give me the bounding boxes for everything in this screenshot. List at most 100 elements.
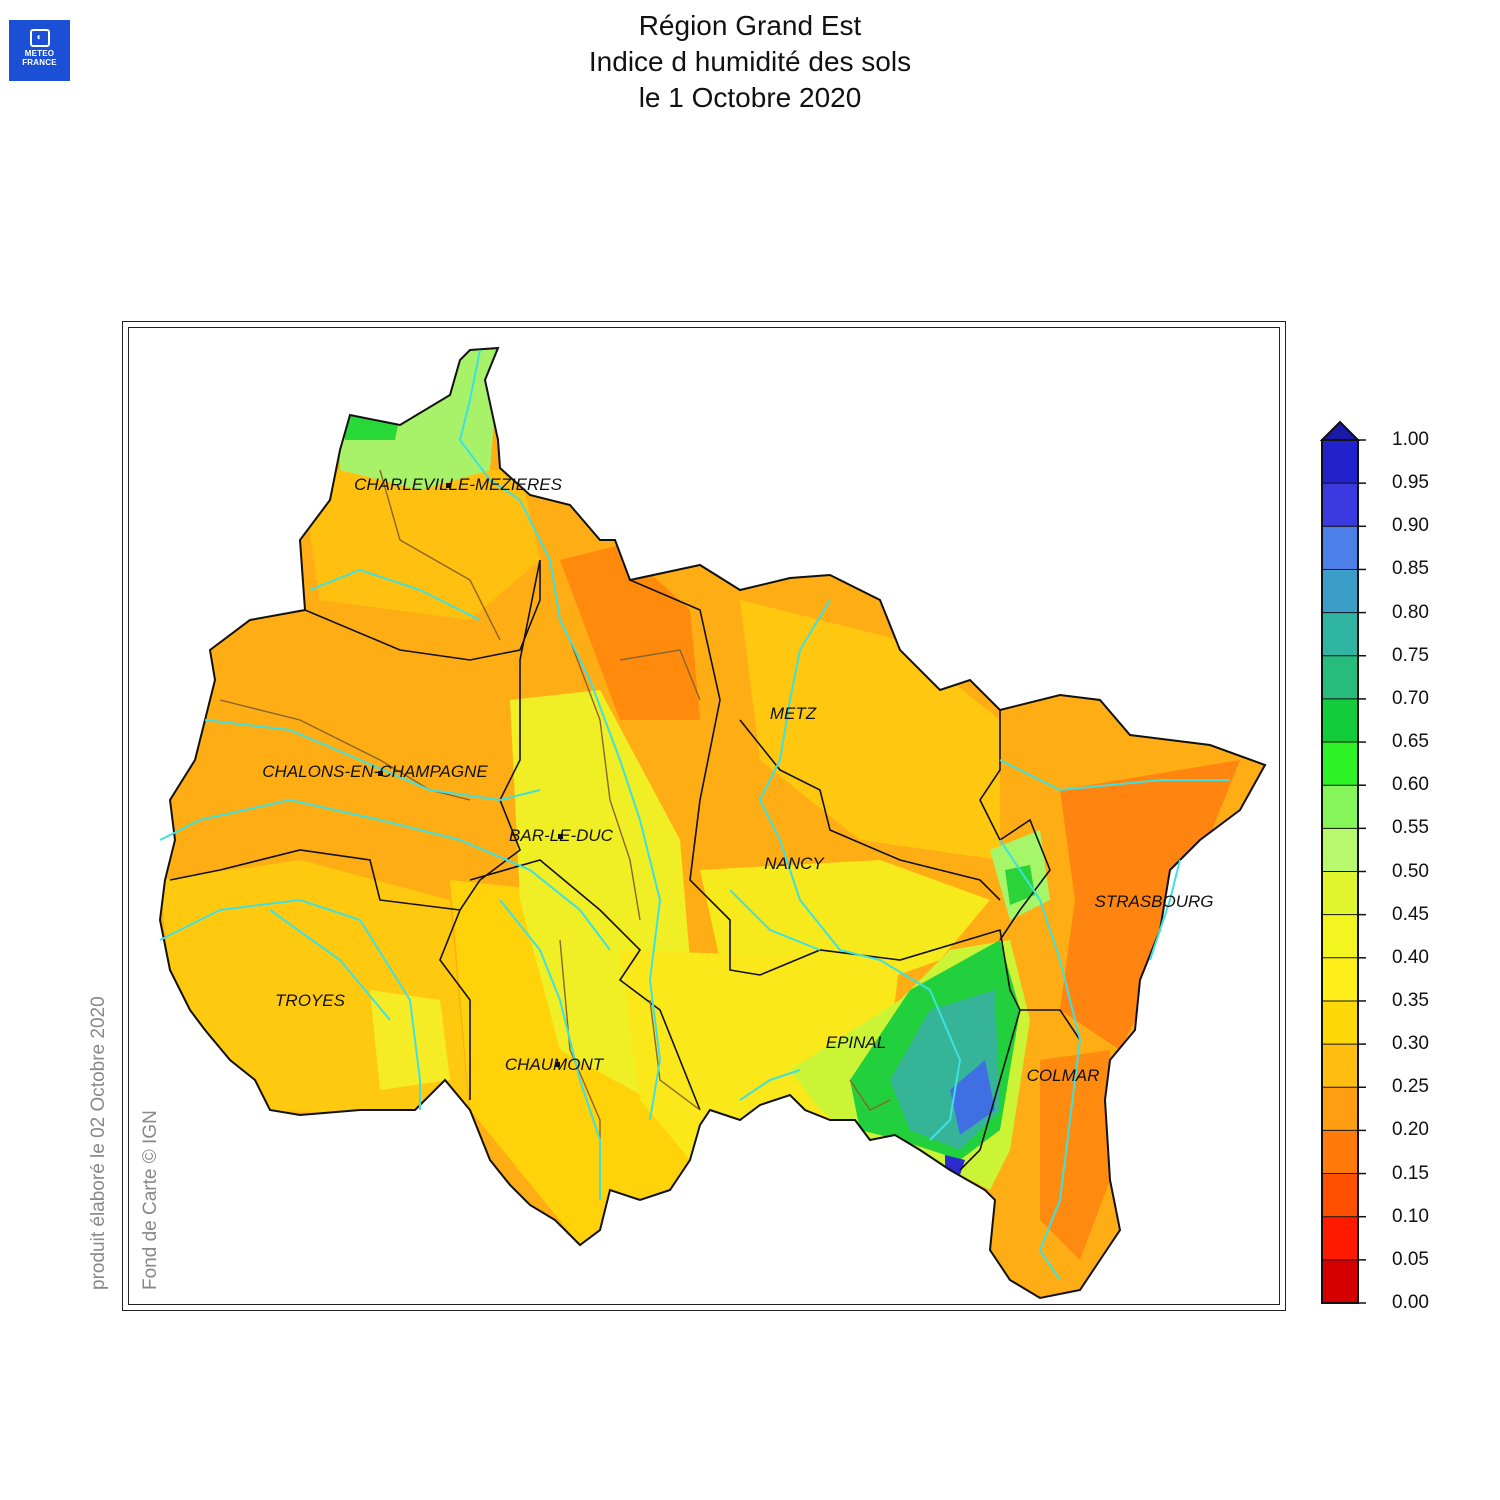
colorbar-segment: [1322, 1216, 1358, 1261]
field-vosges-blue: [950, 1060, 995, 1135]
river-sarre: [999, 759, 1230, 792]
colorbar-segment: [1322, 957, 1358, 1002]
colorbar-label: 0.85: [1392, 558, 1429, 580]
department-borders: [169, 559, 1081, 1171]
border-ardennes-marne: [304, 560, 541, 661]
colorbar-label: 0.70: [1392, 687, 1429, 709]
river-marne-north: [204, 719, 541, 802]
colorbar-label: 0.75: [1392, 644, 1429, 666]
city-strasbourg: STRASBOURG: [1094, 892, 1213, 911]
river-moselle: [759, 799, 962, 1141]
field-alsace-north: [1060, 760, 1240, 1050]
border-hautemarne-meuse: [469, 859, 701, 1111]
marker-chaumont: [555, 1062, 560, 1067]
district-borders: [219, 469, 891, 1190]
colorbar-label: 0.00: [1392, 1292, 1429, 1313]
colorbar-label: 0.30: [1392, 1033, 1429, 1055]
field-metz: [740, 600, 1000, 860]
city-nancy: NANCY: [764, 854, 825, 873]
colorbar-label: 0.50: [1392, 860, 1429, 882]
city-troyes: TROYES: [275, 991, 346, 1010]
colorbar-segment: [1322, 742, 1358, 786]
basemap-credit-text: Fond de Carte © IGN: [140, 1110, 161, 1290]
border-moselle-mm: [739, 719, 1001, 901]
border-aube-hautemarne: [439, 909, 471, 1100]
river-aisne: [309, 568, 481, 621]
river-marne: [159, 798, 611, 951]
field-ardennes-north: [340, 350, 500, 490]
marker-charleville: [446, 483, 451, 488]
colorbar-over-arrow: [1319, 420, 1361, 441]
colorbar-label: 0.65: [1392, 731, 1429, 753]
river-meurthe: [729, 889, 821, 951]
logo-line-1: METEO: [24, 49, 55, 58]
district-border-6: [649, 999, 701, 1111]
colorbar-segment: [1322, 1000, 1358, 1045]
colorbar-segment: [1322, 871, 1358, 916]
colorbar-segment: [1322, 655, 1358, 700]
colorbar-label: 0.95: [1392, 472, 1429, 494]
river-aube: [269, 909, 391, 1021]
river-seine: [159, 898, 421, 1110]
river-rhine-north: [1149, 859, 1181, 961]
produced-date-text: produit élaboré le 02 Octobre 2020: [88, 996, 109, 1290]
colorbar-segment: [1322, 785, 1358, 829]
border-marne-aube: [169, 849, 461, 911]
colorbar-label: 0.05: [1392, 1248, 1429, 1270]
border-meuse-mm: [629, 579, 761, 976]
field-ardennes-south: [300, 470, 540, 620]
colorbar-segment: [1322, 1259, 1358, 1304]
city-colmar: COLMAR: [1027, 1066, 1100, 1085]
city-labels: CHARLEVILLE-MEZIERES METZ CHALONS-EN-CHA…: [262, 475, 1213, 1085]
field-ardennes-green: [340, 410, 400, 440]
colorbar-segment: [1322, 526, 1358, 570]
river-ill: [999, 839, 1082, 1281]
meteo-france-mark-icon: ◐: [29, 29, 50, 47]
city-markers: [378, 483, 563, 1067]
border-moselle-basrhin: [979, 710, 1051, 941]
moisture-field: [160, 348, 1265, 1298]
title-region: Région Grand Est: [638, 10, 862, 41]
district-border-7: [849, 1079, 891, 1111]
colorbar-segment: [1322, 483, 1358, 527]
colorbar-label: 0.80: [1392, 601, 1429, 623]
colorbar-segment: [1322, 440, 1358, 484]
city-chaumont: CHAUMONT: [505, 1055, 605, 1074]
colorbar-segment: [1322, 828, 1358, 872]
district-border-2: [219, 699, 471, 801]
city-metz: METZ: [770, 704, 817, 723]
district-border-1: [379, 469, 501, 641]
border-mm-vosges: [759, 928, 1081, 1041]
map-frame-inner: [128, 327, 1280, 1305]
colorbar-segment: [1322, 612, 1358, 657]
field-troyes-east: [370, 990, 450, 1090]
colorbar-segment: [1322, 569, 1358, 614]
rivers: [159, 349, 1230, 1281]
colorbar-segment: [1322, 914, 1358, 959]
colorbar-segment: [1322, 1044, 1358, 1088]
city-charleville: CHARLEVILLE-MEZIERES: [354, 475, 562, 494]
colorbar-label: 0.90: [1392, 515, 1429, 537]
field-argonne: [560, 545, 700, 720]
colorbar-label: 0.35: [1392, 989, 1429, 1011]
meteo-france-logo: ◐ METEO FRANCE: [9, 20, 70, 81]
colorbar-segment: [1322, 1130, 1358, 1175]
district-border-3: [569, 639, 641, 921]
title-index: Indice d humidité des sols: [588, 46, 912, 77]
colorbar-label: 0.40: [1392, 946, 1429, 968]
marker-bar-le-duc: [558, 834, 563, 839]
colorbar-label: 0.20: [1392, 1119, 1429, 1141]
colorbar-label: 0.10: [1392, 1205, 1429, 1227]
map-frame-outer: [122, 321, 1286, 1311]
colorbar-segment: [1322, 1087, 1358, 1131]
city-chalons: CHALONS-EN-CHAMPAGNE: [262, 762, 488, 781]
colorbar: [1319, 420, 1366, 1304]
colorbar-label: 0.60: [1392, 774, 1429, 796]
border-vosges-hautrhin: [959, 1009, 1021, 1171]
colorbar-label: 0.15: [1392, 1162, 1429, 1184]
river-meuse: [458, 349, 662, 1121]
city-epinal: EPINAL: [826, 1033, 886, 1052]
river-moselle-north: [759, 599, 831, 801]
field-saverne-core: [1005, 865, 1035, 905]
colorbar-segment: [1322, 698, 1358, 743]
